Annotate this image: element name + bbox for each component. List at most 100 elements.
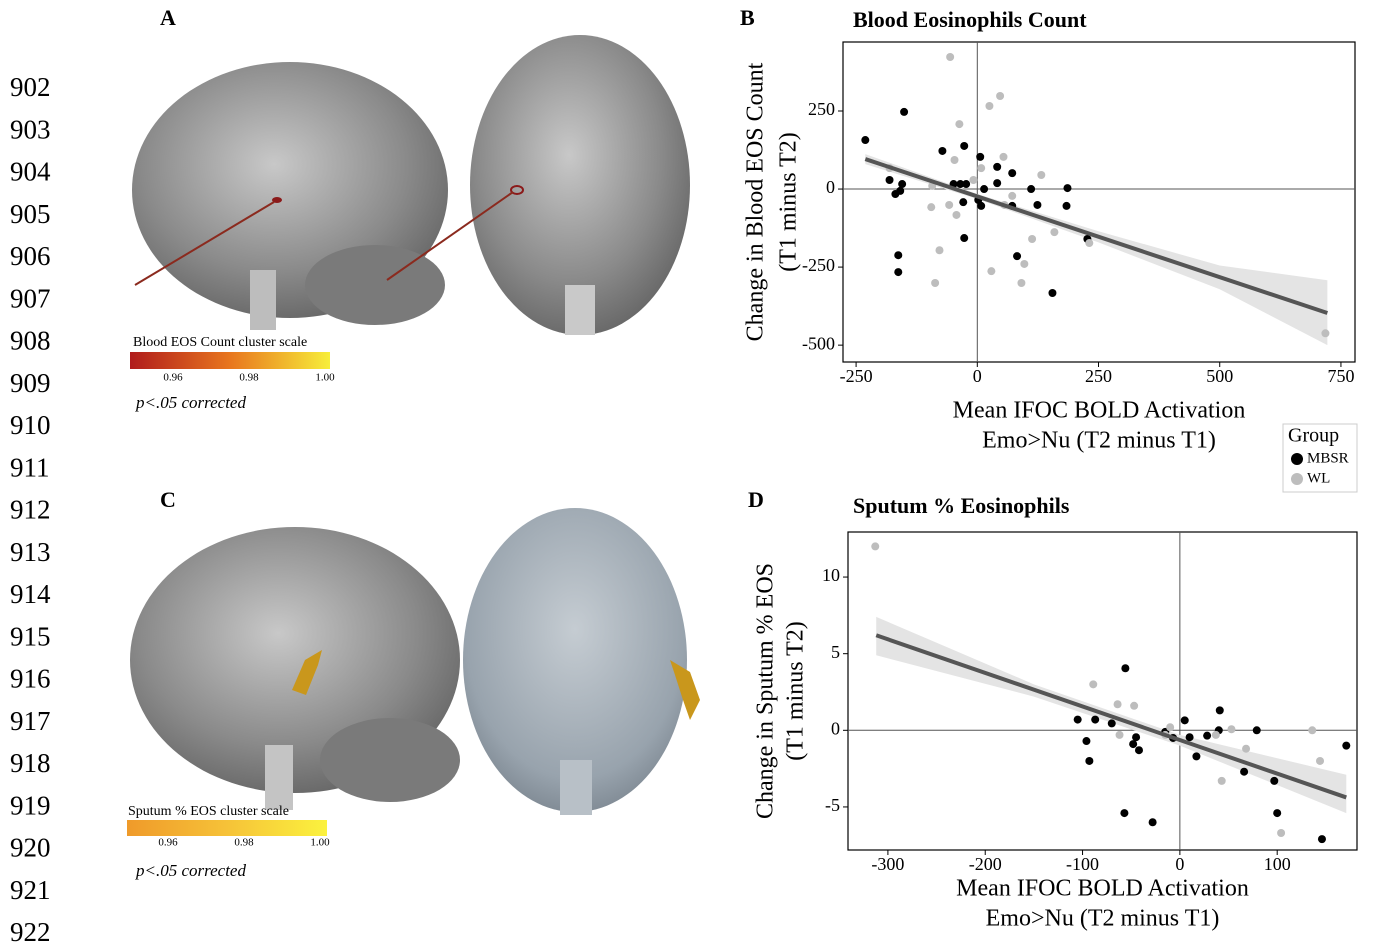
arrow xyxy=(134,201,275,286)
brain-panel-c xyxy=(127,508,700,836)
data-point xyxy=(1252,726,1261,735)
data-point xyxy=(1316,756,1325,765)
colorbar-tick: 0.96 xyxy=(163,372,183,384)
cluster xyxy=(670,660,700,720)
data-point xyxy=(1211,730,1220,739)
x-tick-label: -100 xyxy=(1066,854,1099,874)
line-number: 919 xyxy=(10,790,51,820)
data-point xyxy=(1113,700,1122,709)
y-axis-label: (T1 minus T2) xyxy=(783,621,809,761)
panel-label: B xyxy=(740,5,755,30)
data-point xyxy=(900,107,909,116)
line-number: 906 xyxy=(10,241,51,271)
panel-label: D xyxy=(748,487,764,512)
data-point xyxy=(1185,733,1194,742)
data-point xyxy=(969,175,978,184)
cluster xyxy=(510,185,524,195)
data-point xyxy=(1215,706,1224,715)
x-tick-label: 500 xyxy=(1206,366,1233,386)
y-tick-label: -500 xyxy=(802,333,835,353)
data-point xyxy=(1321,329,1330,338)
line-number: 913 xyxy=(10,537,51,567)
line-number: 922 xyxy=(10,917,51,946)
data-point xyxy=(1089,680,1098,689)
data-point xyxy=(1033,200,1042,209)
panel-label: A xyxy=(160,5,176,30)
cluster xyxy=(272,197,282,203)
data-point xyxy=(1082,737,1091,746)
data-point xyxy=(1050,228,1059,237)
data-point xyxy=(952,210,961,219)
data-point xyxy=(1020,259,1029,268)
data-point xyxy=(896,186,905,195)
data-point xyxy=(1227,725,1236,734)
cerebellum xyxy=(320,718,460,802)
data-point xyxy=(1132,733,1141,742)
x-tick-label: 100 xyxy=(1264,854,1291,874)
data-point xyxy=(1013,252,1022,261)
data-point xyxy=(1115,730,1124,739)
data-point xyxy=(955,120,964,129)
y-tick-label: 0 xyxy=(826,177,835,197)
data-point xyxy=(977,201,986,210)
data-point xyxy=(1277,828,1286,837)
brainstem xyxy=(560,760,592,815)
line-number: 915 xyxy=(10,621,51,651)
data-point xyxy=(1240,767,1249,776)
data-point xyxy=(950,156,959,165)
data-point xyxy=(960,234,969,243)
data-point xyxy=(1062,201,1071,210)
data-point xyxy=(871,542,880,551)
x-axis-label: Emo>Nu (T2 minus T1) xyxy=(986,906,1220,932)
data-point xyxy=(894,268,903,277)
legend-label: WL xyxy=(1307,470,1330,486)
brain-coronal xyxy=(463,508,687,812)
data-point xyxy=(898,180,907,189)
line-number: 909 xyxy=(10,368,51,398)
brain-coronal xyxy=(470,35,690,335)
y-tick-label: -5 xyxy=(825,795,840,815)
data-point xyxy=(976,152,985,161)
x-tick-label: -200 xyxy=(969,854,1002,874)
colorbar-tick: 0.98 xyxy=(234,837,254,849)
data-point xyxy=(1270,776,1279,785)
data-point xyxy=(1073,715,1082,724)
x-axis-label: Mean IFOC BOLD Activation xyxy=(956,876,1249,902)
data-point xyxy=(1308,726,1317,735)
x-tick-label: -300 xyxy=(871,854,904,874)
line-number: 914 xyxy=(10,579,51,609)
data-point xyxy=(1242,744,1251,753)
data-point xyxy=(962,180,971,189)
line-number: 918 xyxy=(10,748,51,778)
colorbar-tick: 1.00 xyxy=(315,372,335,384)
colorbar xyxy=(127,820,327,836)
y-axis-label: Change in Blood EOS Count xyxy=(743,62,769,341)
data-point xyxy=(1148,818,1157,827)
arrow xyxy=(386,191,514,281)
data-point xyxy=(927,203,936,212)
legend-swatch xyxy=(1291,473,1303,485)
data-point xyxy=(1017,279,1026,288)
data-point xyxy=(931,279,940,288)
line-number: 905 xyxy=(10,199,51,229)
brainstem xyxy=(565,285,595,335)
data-point xyxy=(1192,752,1201,761)
y-tick-label: 250 xyxy=(808,99,835,119)
x-tick-label: 750 xyxy=(1327,366,1354,386)
data-point xyxy=(993,179,1002,188)
data-point xyxy=(1120,809,1129,818)
line-number: 903 xyxy=(10,114,51,144)
data-point xyxy=(993,162,1002,171)
legend-title: Group xyxy=(1288,425,1339,447)
regression-line xyxy=(864,157,1328,315)
data-point xyxy=(1180,716,1189,725)
brain-panel-a xyxy=(130,35,690,369)
y-tick-label: 10 xyxy=(822,565,840,585)
data-point xyxy=(935,246,944,255)
data-point xyxy=(1091,715,1100,724)
data-point xyxy=(960,141,969,150)
line-number: 920 xyxy=(10,833,51,863)
data-point xyxy=(1342,741,1351,750)
panel-label: C xyxy=(160,487,176,512)
x-axis-label: Emo>Nu (T2 minus T1) xyxy=(982,428,1216,454)
